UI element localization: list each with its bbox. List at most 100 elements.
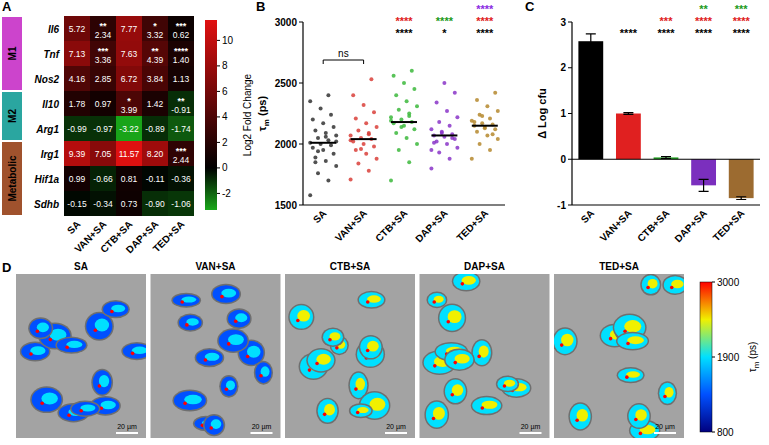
cell-spot [560,343,564,347]
cell-outline [438,304,466,333]
cell [290,305,313,328]
point [455,146,459,150]
data-label: -0.15 [67,199,87,209]
y-tick [568,22,572,23]
point [375,125,379,129]
data-label: 11.57 [119,149,140,159]
cell-outline [658,381,677,405]
colorbar-tick [712,282,715,283]
colorbar-tick [217,193,220,194]
point [375,157,379,161]
point [316,171,320,175]
cell-outline [496,375,519,392]
point [367,132,371,136]
cell-outline [357,291,385,309]
cell [445,380,466,403]
cell-spot [663,395,667,399]
image-background [151,274,281,438]
cell-spot [366,300,370,304]
cell-outline [121,342,146,360]
point [432,141,436,145]
heatmap-cell [142,91,168,116]
cell [570,404,591,429]
heatmap-cell [168,16,194,41]
cell [30,319,52,338]
cell-spot [356,411,360,415]
colorbar-tick [217,116,220,117]
point [455,115,459,119]
row-label: Arg1 [35,124,59,135]
cell-spot [29,352,33,356]
colorbar [205,20,217,210]
cell-outline [217,328,249,353]
y-tick [299,205,303,206]
cell-spot [296,319,300,323]
mean-line [351,138,377,140]
image-label: DAP+SA [464,261,505,272]
point [429,127,433,131]
error-bar [586,34,596,49]
heatmap-cell [168,116,194,141]
cell-outline [195,348,225,367]
point [485,104,489,108]
cell-spot [49,338,53,342]
cell [103,302,128,317]
point [324,159,328,163]
point [412,127,416,131]
y-tick [299,144,303,145]
y-tick-label: 1500 [275,200,298,211]
cell-spot [453,361,457,365]
row-group-label: Metabolic [7,155,18,202]
cell-outline [349,403,373,418]
figure: AM1M2MetabolicIl6TnfNos2Il10Arg1Irg1Hif1… [0,0,769,445]
cell-spot [366,349,370,353]
data-label: 2.44 [173,155,190,165]
point [488,148,492,152]
heatmap-cell [142,116,168,141]
point [450,136,454,140]
point [308,99,312,103]
data-label: 0.81 [121,174,138,184]
cell-spot [209,426,213,430]
point [429,166,433,170]
significance: **** [733,27,751,39]
x-tick-label: VAN+SA [598,208,634,244]
data-label: -0.99 [67,124,87,134]
scale-bar [385,432,407,434]
x-axis [303,204,505,205]
cell-spot [79,409,83,413]
data-label: 1.78 [69,99,86,109]
point [324,135,328,139]
scale-bar [116,432,138,434]
scale-bar-label: 20 µm [117,423,137,431]
panel-letter: D [2,260,11,275]
point [485,133,489,137]
x-tick-label: DAP+SA [413,208,450,245]
heatmap-cell [116,91,142,116]
heatmap-cell [168,166,194,191]
point [397,148,401,152]
point [496,137,500,141]
significance: **** [476,15,494,27]
point [470,157,474,161]
significance: **** [395,27,413,39]
point [480,114,484,118]
cell-spot [503,384,507,388]
error-bar [736,197,746,200]
point [321,121,325,125]
data-label: -0.89 [145,124,165,134]
cell-outline [227,308,252,329]
row-label: Hif1a [35,174,60,185]
point [402,81,406,85]
error-bar [661,157,671,159]
cell-spot [259,374,263,378]
cell-spot [481,406,485,410]
mean-line [472,125,498,127]
data-label: 4.16 [69,74,86,84]
y-axis-title: Δ Log cfu [536,88,548,139]
point [407,114,411,118]
cell-outline [568,402,592,430]
bracket [323,60,363,64]
cell-outline [55,336,87,353]
data-label: 1.42 [147,99,164,109]
